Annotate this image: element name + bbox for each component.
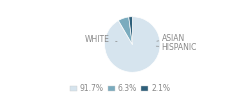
Text: WHITE: WHITE	[85, 35, 117, 44]
Wedge shape	[105, 17, 160, 72]
Wedge shape	[118, 17, 132, 44]
Text: HISPANIC: HISPANIC	[156, 43, 197, 52]
Text: ASIAN: ASIAN	[157, 34, 185, 43]
Legend: 91.7%, 6.3%, 2.1%: 91.7%, 6.3%, 2.1%	[67, 81, 173, 96]
Wedge shape	[129, 17, 132, 44]
